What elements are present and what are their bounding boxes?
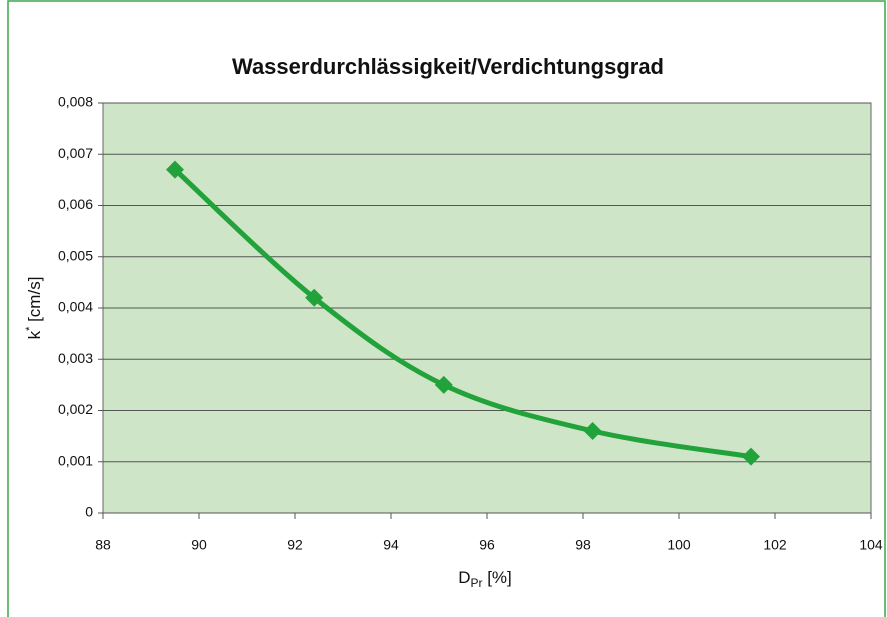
y-tick-label: 0,007 xyxy=(58,145,93,161)
data-point xyxy=(742,447,760,466)
x-tick-label: 100 xyxy=(667,537,691,553)
y-axis-label: k* [cm/s] xyxy=(24,277,45,340)
y-tick-label: 0,002 xyxy=(58,401,93,417)
x-tick-label: 98 xyxy=(575,537,591,553)
x-tick-label: 94 xyxy=(383,537,399,553)
x-axis-label: DPr [%] xyxy=(458,568,512,590)
x-tick-label: 90 xyxy=(191,537,207,553)
frame xyxy=(7,0,886,617)
y-tick-label: 0,005 xyxy=(58,247,93,263)
y-tick-label: 0,001 xyxy=(58,452,93,468)
y-tick-label: 0,006 xyxy=(58,196,93,212)
y-tick-label: 0 xyxy=(85,504,93,520)
x-tick-label: 92 xyxy=(287,537,303,553)
chart-title: Wasserdurchlässigkeit/Verdichtungsgrad xyxy=(232,54,664,79)
data-point xyxy=(166,160,184,179)
data-point xyxy=(583,422,602,440)
y-tick-label: 0,003 xyxy=(58,350,93,366)
data-point xyxy=(434,375,453,394)
x-tick-label: 96 xyxy=(479,537,495,553)
data-point xyxy=(305,288,324,307)
x-tick-label: 88 xyxy=(95,537,111,553)
y-tick-label: 0,008 xyxy=(58,94,93,110)
x-tick-label: 102 xyxy=(763,537,787,553)
x-tick-label: 104 xyxy=(859,537,883,553)
y-tick-label: 0,004 xyxy=(58,299,93,315)
